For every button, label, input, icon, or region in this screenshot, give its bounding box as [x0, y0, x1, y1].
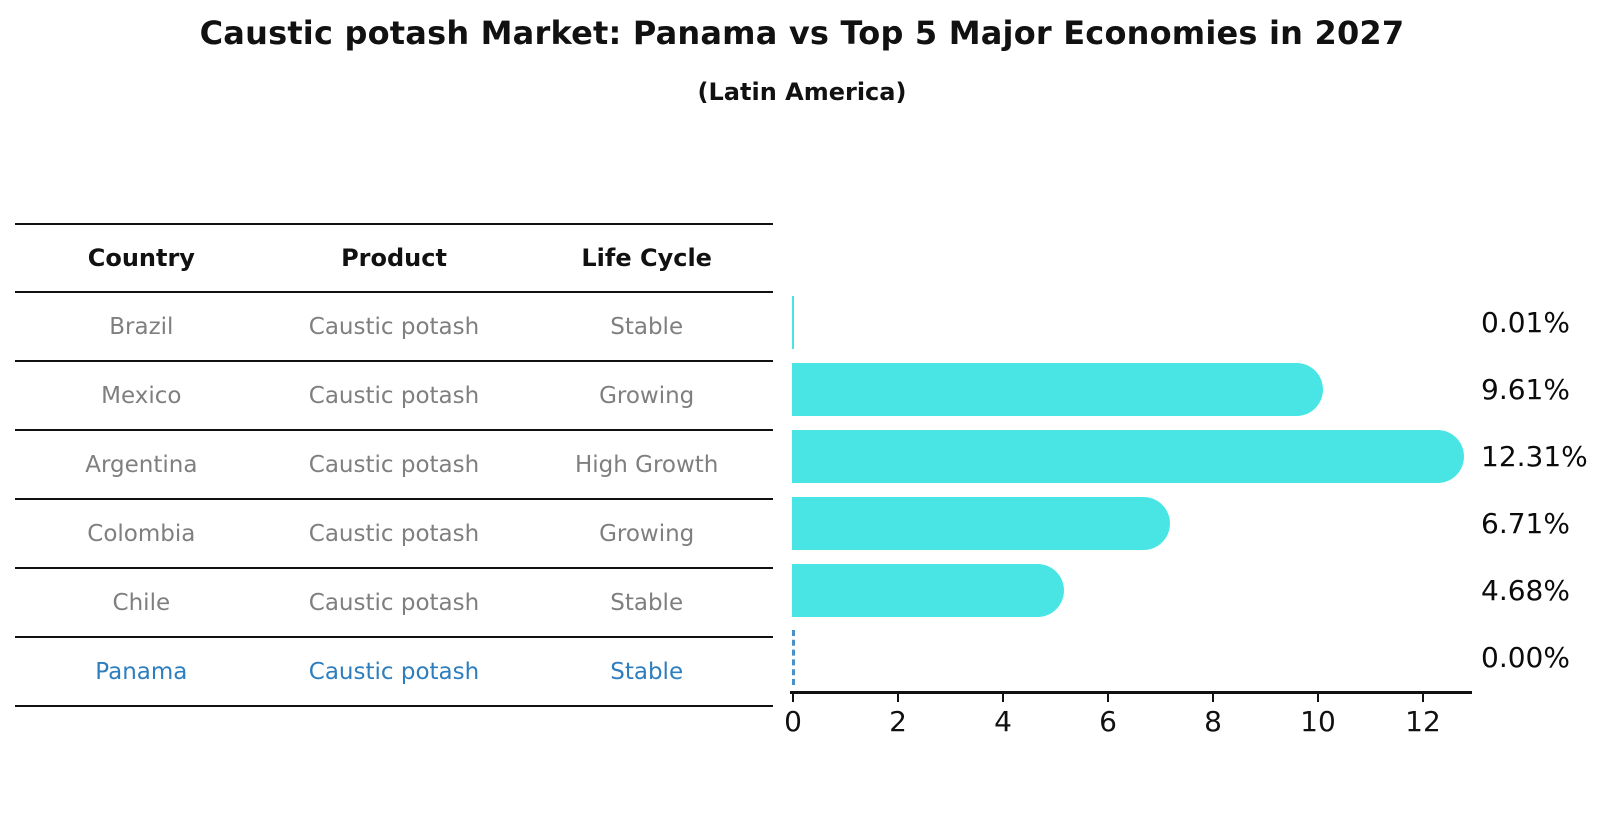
cell-lifecycle: Growing: [599, 382, 695, 409]
bar-colombia: [792, 497, 1171, 550]
value-label-argentina: 12.31%: [1481, 440, 1588, 473]
x-axis-tick-label: 10: [1300, 705, 1336, 738]
x-axis-tick-label: 0: [784, 705, 802, 738]
chart-subtitle: (Latin America): [697, 78, 907, 106]
bar-band-mexico: [792, 356, 1472, 423]
panama-zero-marker: [792, 630, 795, 685]
chart-title: Caustic potash Market: Panama vs Top 5 M…: [199, 14, 1405, 52]
cell-lifecycle: Stable: [610, 313, 684, 340]
cell-lifecycle: Stable: [610, 658, 684, 685]
value-label-colombia: 6.71%: [1481, 507, 1570, 540]
bar-band-colombia: [792, 490, 1472, 557]
x-axis-tick: [1212, 693, 1214, 702]
table-row-argentina: Argentina Caustic potash High Growth: [15, 429, 773, 498]
value-label-brazil: 0.01%: [1481, 306, 1570, 339]
x-axis-line: [790, 691, 1472, 694]
cell-country: Brazil: [109, 313, 174, 340]
cell-product: Caustic potash: [308, 313, 480, 340]
cell-country: Argentina: [85, 451, 198, 478]
cell-country: Mexico: [101, 382, 182, 409]
value-label-panama: 0.00%: [1481, 641, 1570, 674]
x-axis-tick: [1422, 693, 1424, 702]
x-axis-tick-label: 4: [994, 705, 1012, 738]
bar-band-brazil: [792, 289, 1472, 356]
table-row-panama: Panama Caustic potash Stable: [15, 636, 773, 705]
cell-lifecycle: Growing: [599, 520, 695, 547]
x-axis-tick: [897, 693, 899, 702]
bar-mexico: [792, 363, 1323, 416]
bar-chart: 0 2 4 6 8 10 12: [784, 223, 1472, 738]
bar-brazil: [792, 296, 794, 349]
x-axis-tick: [1002, 693, 1004, 702]
column-header-country: Country: [87, 244, 195, 272]
x-axis-tick-label: 6: [1099, 705, 1117, 738]
cell-product: Caustic potash: [308, 658, 480, 685]
bar-band-chile: [792, 557, 1472, 624]
table-row-chile: Chile Caustic potash Stable: [15, 567, 773, 636]
x-axis-tick-label: 8: [1204, 705, 1222, 738]
cell-lifecycle: Stable: [610, 589, 684, 616]
cell-product: Caustic potash: [308, 382, 480, 409]
country-table: Country Product Life Cycle Brazil Causti…: [15, 223, 773, 707]
cell-product: Caustic potash: [308, 589, 480, 616]
x-axis-tick: [1107, 693, 1109, 702]
cell-country: Panama: [95, 658, 188, 685]
table-row-brazil: Brazil Caustic potash Stable: [15, 291, 773, 360]
bar-argentina: [792, 430, 1465, 483]
column-header-product: Product: [341, 244, 447, 272]
bar-band-argentina: [792, 423, 1472, 490]
cell-product: Caustic potash: [308, 520, 480, 547]
x-axis-tick: [792, 693, 794, 702]
x-axis-tick-label: 2: [889, 705, 907, 738]
cell-product: Caustic potash: [308, 451, 480, 478]
cell-lifecycle: High Growth: [574, 451, 719, 478]
table-header-row: Country Product Life Cycle: [15, 223, 773, 291]
value-label-mexico: 9.61%: [1481, 373, 1570, 406]
table-row-colombia: Colombia Caustic potash Growing: [15, 498, 773, 567]
cell-country: Colombia: [87, 520, 196, 547]
table-row-mexico: Mexico Caustic potash Growing: [15, 360, 773, 429]
bar-band-panama: [792, 624, 1472, 691]
column-header-lifecycle: Life Cycle: [581, 244, 712, 272]
value-label-chile: 4.68%: [1481, 574, 1570, 607]
bar-chile: [792, 564, 1064, 617]
x-axis-tick: [1317, 693, 1319, 702]
x-axis-tick-label: 12: [1405, 705, 1441, 738]
cell-country: Chile: [112, 589, 171, 616]
